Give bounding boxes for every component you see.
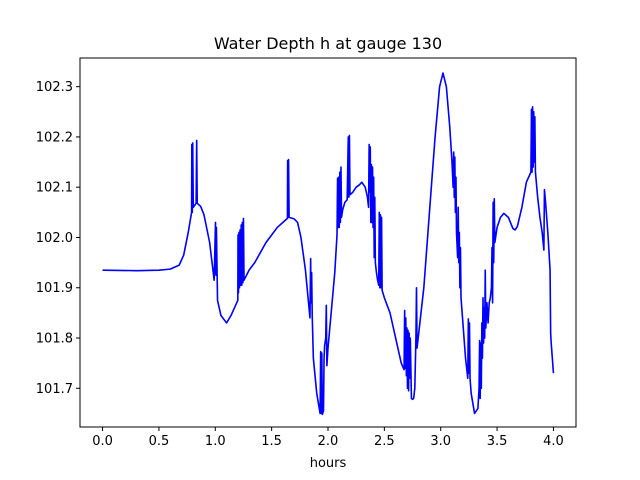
y-tick-label: 101.7 xyxy=(36,382,73,397)
series-line xyxy=(102,72,555,416)
y-tick-label: 102.2 xyxy=(36,130,73,145)
plot-area xyxy=(80,58,576,427)
y-tick-label: 101.8 xyxy=(36,332,73,347)
x-tick-label: 3.5 xyxy=(487,434,508,449)
x-tick-label: 2.5 xyxy=(374,434,395,449)
x-tick-label: 0.5 xyxy=(149,434,170,449)
x-tick-label: 2.0 xyxy=(318,434,339,449)
x-tick-label: 0.0 xyxy=(92,434,113,449)
x-tick-label: 1.0 xyxy=(205,434,226,449)
y-tick-label: 102.3 xyxy=(36,80,73,95)
x-tick-label: 3.0 xyxy=(430,434,451,449)
y-tick-label: 102.1 xyxy=(36,181,73,196)
y-axis-ticks: 101.7 101.8 101.9 102.0 102.1 102.2 102.3 xyxy=(36,80,80,397)
y-tick-label: 102.0 xyxy=(36,231,73,246)
x-tick-label: 4.0 xyxy=(543,434,564,449)
y-tick-label: 101.9 xyxy=(36,281,73,296)
chart-title: Water Depth h at gauge 130 xyxy=(214,34,442,53)
series-layer xyxy=(102,72,555,416)
x-tick-label: 1.5 xyxy=(261,434,282,449)
x-axis-label: hours xyxy=(310,456,347,471)
plot-frame xyxy=(79,57,577,428)
x-axis-ticks: 0.0 0.5 1.0 1.5 2.0 2.5 3.0 3.5 4.0 xyxy=(92,427,564,449)
